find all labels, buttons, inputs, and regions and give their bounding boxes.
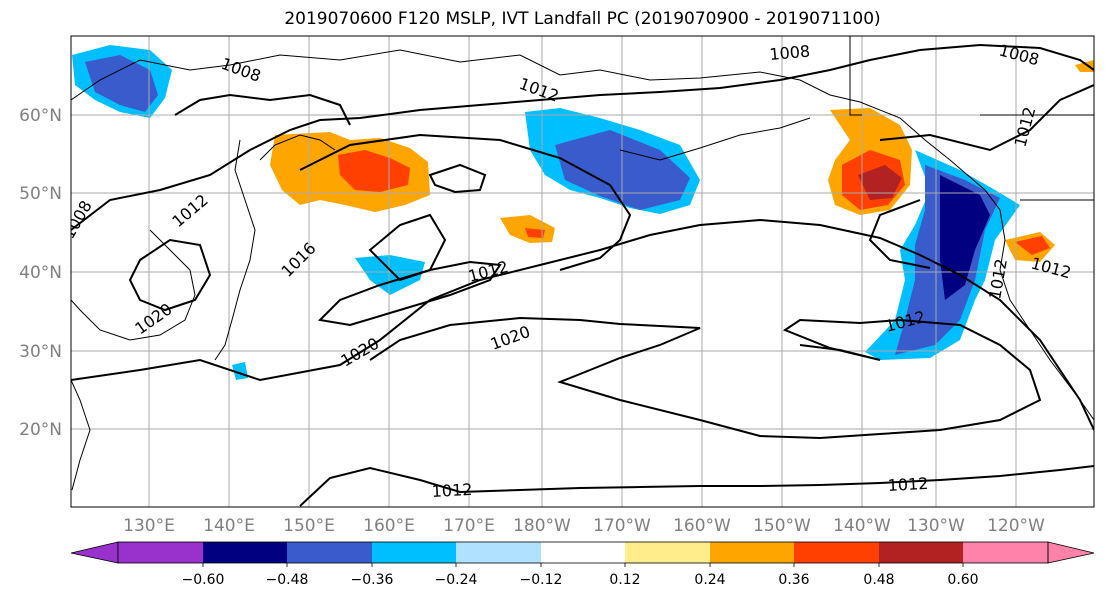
colorbar-min-extension (70, 541, 119, 564)
coastlines (71, 36, 1094, 491)
positive-ivt-region (1015, 236, 1050, 255)
graticule (71, 36, 1094, 507)
positive-ivt-region (858, 165, 902, 200)
contour-label: 1012 (1011, 105, 1040, 149)
positive-ivt-region (338, 150, 410, 192)
colorbar-swatch (541, 542, 626, 563)
lon-label: 160°W (673, 516, 731, 536)
contour-label: 1020 (488, 322, 533, 354)
colorbar-tick-label: 0.60 (947, 572, 978, 588)
positive-ivt-region (1075, 60, 1094, 72)
lon-label: 170°W (593, 516, 651, 536)
colorbar-swatch (625, 542, 710, 563)
map-field: 1008 1008 1008 1012 1012 1012 1016 1008 … (59, 36, 1094, 507)
map-frame (70, 35, 1095, 508)
positive-ivt-region (525, 228, 545, 238)
colorbar-swatch (372, 542, 457, 563)
lon-label: 180°W (513, 516, 571, 536)
contour-label: 1012 (1029, 254, 1073, 283)
colorbar-swatch (456, 542, 541, 563)
lat-label: 60°N (19, 106, 62, 126)
lon-label: 150°E (283, 516, 335, 536)
lat-label: 50°N (19, 184, 62, 204)
colorbar-swatch (963, 542, 1048, 563)
colorbar-swatch (879, 542, 964, 563)
colorbar-tick-label: −0.36 (351, 572, 394, 588)
colorbar-swatch (203, 542, 288, 563)
colorbar-tick-label: 0.48 (863, 572, 894, 588)
colorbar-tick-label: −0.24 (435, 572, 478, 588)
colorbar-tick-label: −0.12 (520, 572, 563, 588)
contour-label: 1016 (277, 239, 319, 281)
colorbar-swatch (710, 542, 795, 563)
lon-label: 130°W (907, 516, 965, 536)
contour-label: 1012 (168, 190, 211, 231)
lat-label: 20°N (19, 420, 62, 440)
colorbar-tick-label: 0.12 (609, 572, 640, 588)
colorbar-swatch (794, 542, 879, 563)
mslp-contours (71, 43, 1094, 507)
contour-label: 1012 (887, 474, 929, 495)
colorbar-swatch (287, 542, 372, 563)
contour-label: 1008 (59, 197, 96, 242)
latitude-labels: 60°N 50°N 40°N 30°N 20°N (19, 106, 62, 440)
lat-label: 30°N (19, 342, 62, 362)
lon-label: 170°E (443, 516, 495, 536)
colorbar: −0.60 −0.48 −0.36 −0.24 −0.12 0.12 0.24 … (70, 541, 1095, 588)
colorbar-tick-label: 0.36 (778, 572, 809, 588)
colorbar-tick-label: 0.24 (694, 572, 725, 588)
contour-label: 1012 (431, 480, 473, 501)
contour-label: 1008 (997, 41, 1041, 70)
lon-label: 130°E (123, 516, 175, 536)
lon-label: 150°W (753, 516, 811, 536)
negative-ivt-region (940, 175, 990, 300)
colorbar-tick-label: −0.60 (182, 572, 225, 588)
contour-label: 1020 (338, 334, 383, 371)
lon-label: 120°W (987, 516, 1045, 536)
negative-ivt-region (85, 55, 158, 112)
lon-label: 160°E (363, 516, 415, 536)
colorbar-ticks (202, 563, 964, 567)
map-title: 2019070600 F120 MSLP, IVT Landfall PC (2… (284, 9, 881, 29)
colorbar-swatch (118, 542, 203, 563)
longitude-labels: 130°E 140°E 150°E 160°E 170°E 180°W 170°… (123, 516, 1045, 536)
contour-label: 1008 (219, 54, 264, 86)
ivt-shading (72, 45, 1094, 380)
lon-label: 140°E (203, 516, 255, 536)
lat-label: 40°N (19, 263, 62, 283)
lon-label: 140°W (833, 516, 891, 536)
colorbar-tick-label: −0.48 (266, 572, 309, 588)
contour-label: 1012 (985, 257, 1011, 300)
colorbar-max-extension (1047, 541, 1095, 564)
negative-ivt-region (355, 255, 425, 295)
contour-label: 1008 (769, 42, 811, 64)
